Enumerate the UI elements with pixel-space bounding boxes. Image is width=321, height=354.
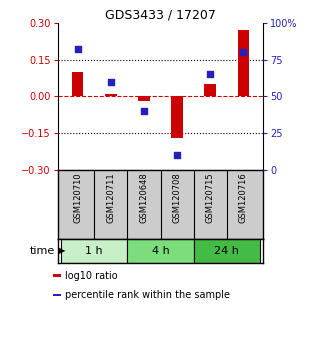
Bar <box>138 96 150 101</box>
Bar <box>61 239 127 263</box>
Text: 4 h: 4 h <box>152 246 169 256</box>
Text: time: time <box>29 246 55 256</box>
Bar <box>105 94 117 96</box>
Point <box>208 72 213 77</box>
Bar <box>171 96 183 138</box>
Bar <box>194 239 260 263</box>
Bar <box>53 274 61 277</box>
Point <box>175 152 180 158</box>
Title: GDS3433 / 17207: GDS3433 / 17207 <box>105 9 216 22</box>
Text: GSM120711: GSM120711 <box>106 172 115 223</box>
Text: GSM120648: GSM120648 <box>139 172 148 223</box>
Point <box>141 108 146 114</box>
Bar <box>238 30 249 96</box>
Text: 24 h: 24 h <box>214 246 239 256</box>
Text: GSM120715: GSM120715 <box>206 172 215 223</box>
Point <box>108 79 113 85</box>
Text: 1 h: 1 h <box>85 246 103 256</box>
Point <box>75 47 80 52</box>
Bar <box>53 294 61 296</box>
Bar <box>127 239 194 263</box>
Bar <box>204 84 216 96</box>
Text: percentile rank within the sample: percentile rank within the sample <box>65 290 230 300</box>
Text: GSM120716: GSM120716 <box>239 172 248 223</box>
Bar <box>72 72 83 96</box>
Text: ▶: ▶ <box>59 246 66 256</box>
Text: log10 ratio: log10 ratio <box>65 270 117 280</box>
Text: GSM120710: GSM120710 <box>73 172 82 223</box>
Point <box>241 50 246 55</box>
Text: GSM120708: GSM120708 <box>173 172 182 223</box>
